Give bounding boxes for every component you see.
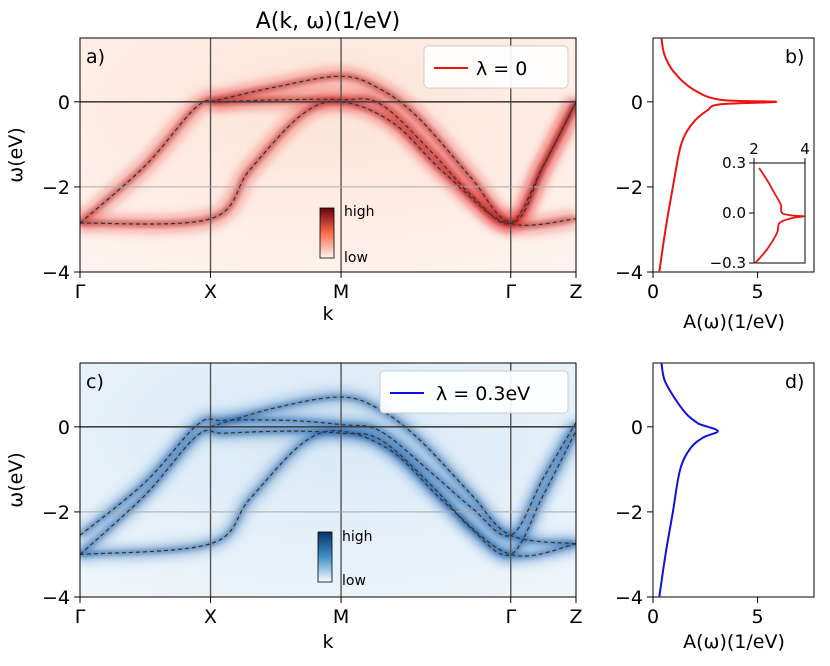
panel-c-colorbar-ramp [317,531,333,583]
dos-series-line [658,362,719,598]
panel-a-legend-box [423,45,569,89]
panel-a-frame [79,37,577,273]
band-3-dashed-line [80,430,576,557]
x-tick-label: Γ [505,606,516,628]
x-tick-label: 5 [751,281,763,303]
band-4-dashed-line [210,396,576,545]
panel-d-label: d) [785,371,804,393]
panel-a-x-label: k [322,303,333,325]
x-tick-label: Z [569,606,582,628]
panel-b-inset: −0.3 0.0 0.32 4 [710,140,810,272]
inset-series-line [754,167,805,264]
panel-a-colorbar-ramp [319,207,335,259]
y-tick-label: 0 [58,417,70,439]
panel-c-gridlines [80,363,576,597]
panel-d-frame [652,362,815,598]
inset-x-tick-label: 2 [749,140,759,158]
y-tick-label: 0 [631,92,643,114]
y-tick-label: −4 [42,262,70,284]
x-tick-label: 0 [647,606,659,628]
y-tick-label: −2 [42,502,70,524]
y-tick-label: −2 [615,177,643,199]
panel-b-label: b) [785,46,804,68]
panel-a-colorbar-high: high [344,204,375,220]
panel-c-colorbar: high low [317,529,373,589]
x-tick-label: M [333,281,349,303]
y-tick-label: 0 [631,417,643,439]
panel-d-x-label: A(ω)(1/eV) [683,631,785,653]
y-tick-label: −4 [615,262,643,284]
panel-c-colorbar-high: high [342,529,373,545]
panel-c: c) −4 −2 0 Γ X M Γ Z k ω(eV) λ = 0.3eV high lo… [5,362,583,653]
y-tick-label: −4 [42,587,70,609]
x-tick-label: M [333,606,349,628]
band-1-dashed-line [80,418,576,537]
panel-c-legend: λ = 0.3eV [379,370,569,414]
band-2-dashed-line [80,100,576,225]
panel-d-spectrum [658,362,719,598]
panel-c-legend-box [379,370,569,414]
x-tick-label: Γ [505,281,516,303]
x-tick-label: Z [569,281,582,303]
panel-a-legend: λ = 0 [423,45,569,89]
panel-b-y-ticks: −4 −2 0 [615,92,653,284]
panel-a-colorbar-low: low [344,250,368,266]
x-tick-label: 0 [647,281,659,303]
panel-b-x-label: A(ω)(1/eV) [683,311,785,333]
panel-c-bands [80,396,576,557]
panel-c-legend-text: λ = 0.3eV [436,383,530,405]
y-tick-label: −2 [42,177,70,199]
figure-title: A(k, ω)(1/eV) [256,9,401,34]
x-tick-label: Γ [75,281,86,303]
inset-y-tick-label: −0.3 [710,254,746,272]
panel-a-y-label: ω(eV) [5,127,27,182]
panel-d-y-ticks: −4 −2 0 [615,417,653,609]
band-1-dashed-line [80,98,576,225]
band-3-dashed-line [210,75,576,226]
dos-series-line [658,37,778,273]
panel-b-inset-frame [753,162,806,264]
x-tick-label: X [204,281,217,303]
panel-a: a) −4 −2 0 Γ X M Γ Z k ω(eV) λ = 0 high low [5,37,583,325]
inset-y-tick-label: 0.3 [722,154,746,172]
panel-c-frame [79,362,577,598]
panel-a-bands [80,75,576,226]
panel-c-colorbar-low: low [342,573,366,589]
panel-b-inset-content: −0.3 0.0 0.32 4 [710,140,810,272]
x-tick-label: 5 [751,606,763,628]
panel-c-x-label: k [322,631,333,653]
x-tick-label: X [204,606,217,628]
panel-a-y-ticks: −4 −2 0 [42,92,80,284]
y-tick-label: −4 [615,587,643,609]
panel-b-spectrum [658,37,778,273]
panel-c-y-label: ω(eV) [5,452,27,507]
panel-a-legend-text: λ = 0 [476,58,527,80]
inset-y-tick-label: 0.0 [722,204,746,222]
panel-a-colorbar: high low [319,204,375,266]
panel-a-label: a) [86,46,105,68]
inset-x-tick-label: 4 [800,140,810,158]
y-tick-label: −2 [615,502,643,524]
y-tick-label: 0 [58,92,70,114]
panel-c-label: c) [86,371,104,393]
panel-c-y-ticks: −4 −2 0 [42,417,80,609]
band-2-dashed-line [80,429,576,557]
x-tick-label: Γ [75,606,86,628]
